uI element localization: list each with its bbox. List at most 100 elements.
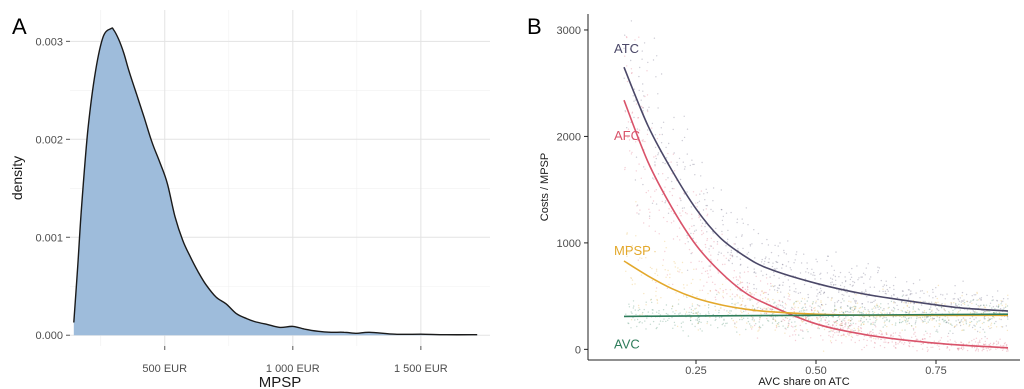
cost-scatter-point — [905, 302, 907, 304]
cost-scatter-point — [690, 319, 692, 322]
cost-scatter-point — [880, 279, 882, 282]
cost-scatter-point — [630, 59, 632, 62]
cost-scatter-point — [1001, 349, 1004, 351]
cost-scatter-point — [810, 306, 813, 309]
cost-scatter-point — [878, 305, 881, 308]
cost-scatter-point — [861, 303, 864, 305]
cost-scatter-point — [651, 309, 653, 311]
cost-scatter-point — [830, 310, 832, 312]
cost-scatter-point — [992, 299, 994, 301]
cost-scatter-point — [706, 215, 708, 217]
cost-scatter-point — [833, 269, 835, 272]
cost-scatter-point — [1000, 318, 1002, 321]
cost-scatter-point — [788, 323, 790, 325]
cost-scatter-point — [747, 266, 749, 268]
cost-scatter-point — [922, 338, 924, 340]
cost-scatter-point — [782, 284, 784, 286]
cost-scatter-point — [630, 277, 632, 279]
cost-scatter-point — [904, 311, 907, 313]
cost-scatter-point — [829, 336, 832, 338]
cost-scatter-point — [906, 294, 908, 296]
cost-scatter-point — [753, 294, 755, 296]
cost-scatter-point — [852, 306, 855, 308]
cost-scatter-point — [630, 68, 633, 70]
cost-scatter-point — [700, 225, 703, 227]
cost-scatter-point — [769, 308, 772, 310]
cost-scatter-point — [651, 312, 654, 314]
cost-scatter-point — [828, 323, 830, 326]
cost-scatter-point — [956, 347, 959, 349]
cost-scatter-point — [895, 343, 897, 346]
cost-scatter-point — [873, 307, 875, 309]
cost-scatter-point — [680, 215, 682, 217]
cost-scatter-point — [730, 310, 732, 312]
cost-scatter-point — [981, 350, 983, 352]
cost-scatter-point — [698, 318, 701, 321]
cost-scatter-point — [787, 298, 789, 300]
cost-scatter-point — [721, 283, 724, 286]
cost-scatter-point — [780, 291, 782, 293]
cost-scatter-point — [962, 323, 965, 326]
cost-scatter-point — [981, 338, 983, 340]
cost-scatter-point — [690, 311, 692, 314]
cost-scatter-point — [925, 311, 927, 314]
cost-scatter-point — [926, 316, 928, 318]
cost-scatter-point — [837, 299, 840, 302]
cost-scatter-point — [882, 288, 884, 290]
cost-scatter-point — [848, 327, 850, 329]
cost-scatter-point — [699, 328, 701, 330]
cost-scatter-point — [788, 286, 791, 288]
cost-scatter-point — [982, 311, 985, 314]
cost-scatter-point — [849, 306, 851, 308]
cost-scatter-point — [932, 346, 934, 348]
cost-scatter-point — [688, 228, 691, 230]
cost-scatter-point — [791, 321, 793, 323]
cost-scatter-point — [784, 307, 786, 309]
cost-scatter-point — [715, 318, 717, 321]
cost-scatter-point — [941, 303, 943, 305]
cost-scatter-point — [638, 89, 640, 92]
cost-scatter-point — [861, 312, 863, 314]
cost-scatter-point — [925, 322, 928, 324]
cost-scatter-point — [986, 350, 988, 352]
cost-scatter-point — [932, 288, 934, 291]
cost-scatter-point — [908, 322, 910, 325]
cost-scatter-point — [814, 274, 816, 277]
cost-scatter-point — [877, 306, 879, 308]
cost-scatter-point — [958, 321, 961, 323]
cost-scatter-point — [739, 297, 741, 300]
cost-scatter-point — [982, 348, 984, 351]
cost-scatter-point — [767, 293, 769, 296]
cost-x-tick-label: 0.50 — [805, 365, 826, 377]
cost-scatter-point — [664, 162, 666, 165]
cost-scatter-point — [845, 336, 847, 338]
cost-scatter-point — [778, 322, 780, 324]
cost-scatter-point — [767, 261, 769, 264]
cost-scatter-point — [981, 322, 984, 325]
cost-scatter-point — [940, 337, 943, 339]
cost-scatter-point — [860, 311, 862, 314]
cost-scatter-point — [959, 321, 961, 324]
cost-scatter-point — [730, 249, 733, 252]
cost-scatter-point — [816, 289, 818, 291]
cost-scatter-point — [927, 349, 929, 351]
cost-scatter-point — [962, 300, 964, 303]
cost-scatter-point — [992, 316, 995, 318]
cost-scatter-point — [893, 288, 895, 291]
cost-scatter-point — [875, 317, 877, 319]
cost-scatter-point — [715, 289, 718, 292]
cost-scatter-point — [787, 292, 790, 295]
cost-scatter-point — [667, 269, 669, 272]
cost-scatter-point — [973, 311, 975, 313]
cost-scatter-point — [823, 292, 825, 295]
cost-scatter-point — [746, 282, 748, 284]
cost-scatter-point — [676, 235, 679, 238]
cost-scatter-point — [765, 277, 768, 279]
cost-scatter-point — [836, 322, 838, 325]
cost-scatter-point — [845, 323, 847, 325]
cost-scatter-point — [972, 299, 974, 301]
cost-scatter-point — [698, 260, 700, 262]
cost-scatter-point — [873, 323, 875, 325]
cost-scatter-point — [735, 313, 737, 316]
